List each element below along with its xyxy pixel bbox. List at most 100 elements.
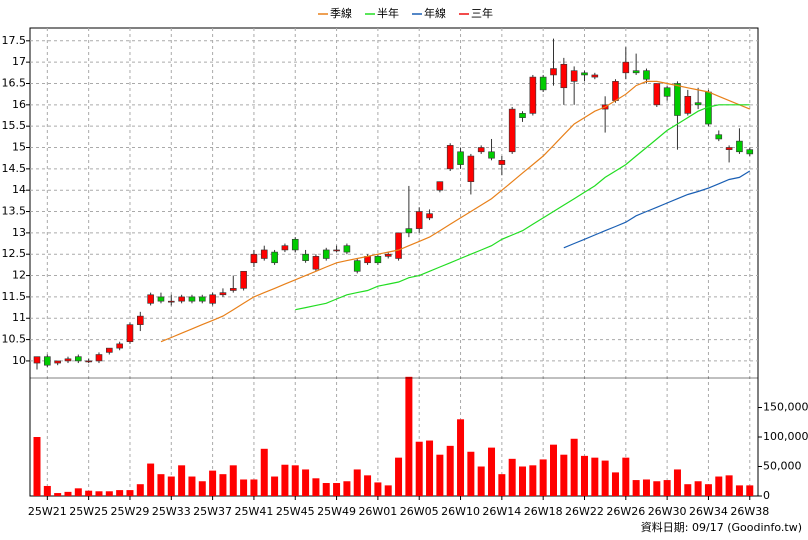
candle-body [147, 294, 154, 304]
volume-bar [136, 484, 144, 496]
y-tick-label: 13.5 [2, 205, 27, 218]
volume-bar [105, 491, 113, 496]
volume-bar [198, 481, 206, 496]
volume-bar [457, 419, 465, 496]
y2-tick-label: 150,000 [763, 401, 808, 414]
candle-body [612, 81, 619, 101]
candle-body [106, 347, 113, 353]
volume-bar [64, 491, 72, 496]
candle-body [395, 232, 402, 259]
candle-body [508, 108, 516, 153]
x-tick-label: 26W05 [400, 505, 439, 518]
candle-body [64, 358, 72, 362]
volume-bar [209, 470, 217, 496]
volume-bar [694, 481, 702, 496]
volume-bar [395, 457, 403, 496]
volume-bar [477, 466, 485, 496]
candle-body [457, 151, 464, 165]
footer: 資料日期: 09/17 (Goodinfo.tw) [641, 520, 802, 534]
legend-label: 年線 [424, 6, 446, 20]
volume-bar [405, 376, 413, 496]
volume-bar [436, 454, 444, 496]
volume-bar [642, 479, 650, 496]
candle-body [374, 256, 382, 264]
y-tick-label: 14 [12, 183, 26, 196]
candle-body [653, 83, 661, 106]
volume-bar [725, 475, 733, 496]
x-tick-label: 26W18 [524, 505, 563, 518]
candle-body [281, 245, 289, 251]
candle-body [384, 253, 392, 257]
candle-body [632, 70, 640, 74]
volume-bar [353, 469, 361, 496]
x-tick-label: 25W41 [234, 505, 273, 518]
x-tick-label: 26W01 [358, 505, 397, 518]
candle-body [54, 360, 61, 364]
candle-body [539, 76, 547, 91]
x-tick-label: 25W29 [111, 505, 150, 518]
volume-bar [33, 437, 41, 496]
volume-bar [281, 464, 289, 496]
candle-body [240, 270, 247, 289]
candle-body [736, 140, 743, 153]
volume-bar [673, 469, 681, 496]
candle-body [33, 356, 41, 364]
candle-body [312, 256, 320, 270]
candle-body [488, 151, 495, 159]
x-tick-label: 26W22 [565, 505, 604, 518]
x-tick-label: 25W37 [193, 505, 232, 518]
volume-bar [219, 474, 227, 496]
volume-bar [653, 481, 661, 496]
candle-body [663, 87, 671, 97]
candle-body [85, 360, 92, 363]
y-tick-label: 11.5 [2, 290, 27, 303]
candle-body [353, 260, 361, 272]
volume-bar [715, 476, 723, 496]
volume-bar [291, 465, 299, 496]
candle-body [498, 160, 506, 165]
candle-body [250, 253, 258, 264]
volume-bar [343, 481, 351, 496]
volume-bar [570, 438, 578, 496]
legend-label: 半年 [377, 6, 399, 20]
candle-body [302, 253, 309, 261]
candle-body [694, 102, 702, 106]
candle-body [415, 211, 423, 229]
candle-body [137, 315, 144, 325]
volume-bar [188, 476, 196, 496]
y-tick-label: 15 [12, 141, 26, 154]
volume-bar [519, 466, 527, 496]
candle-body [684, 95, 692, 114]
volume-bar [54, 493, 62, 496]
volume-bar [116, 490, 124, 496]
x-tick-label: 25W21 [28, 505, 67, 518]
candle-body [219, 292, 227, 296]
candle-body [343, 245, 351, 253]
candle-body [560, 63, 568, 89]
candle-body [581, 72, 588, 76]
x-tick-label: 26W10 [441, 505, 480, 518]
candle-body [271, 251, 278, 264]
volume-bar [147, 463, 155, 496]
volume-bar [250, 479, 258, 496]
volume-bar [85, 490, 93, 496]
candle-body [260, 249, 268, 259]
y-tick-label: 13 [12, 226, 26, 239]
candle-body [209, 294, 216, 304]
y-tick-label: 10 [12, 354, 26, 367]
y2-tick-label: 100,000 [763, 430, 808, 443]
candle-body [188, 296, 196, 302]
candle-body [715, 134, 723, 140]
ma-line [295, 104, 750, 311]
volume-bar [426, 440, 434, 496]
y2-tick-label: 50,000 [763, 460, 802, 473]
x-tick-label: 26W26 [606, 505, 645, 518]
candle-body [550, 68, 557, 76]
candle-body [95, 354, 103, 362]
volume-bar [684, 484, 692, 496]
volume-bar [591, 457, 599, 496]
candle-body [167, 300, 175, 303]
volume-bar [467, 451, 475, 496]
candle-body [467, 155, 475, 182]
